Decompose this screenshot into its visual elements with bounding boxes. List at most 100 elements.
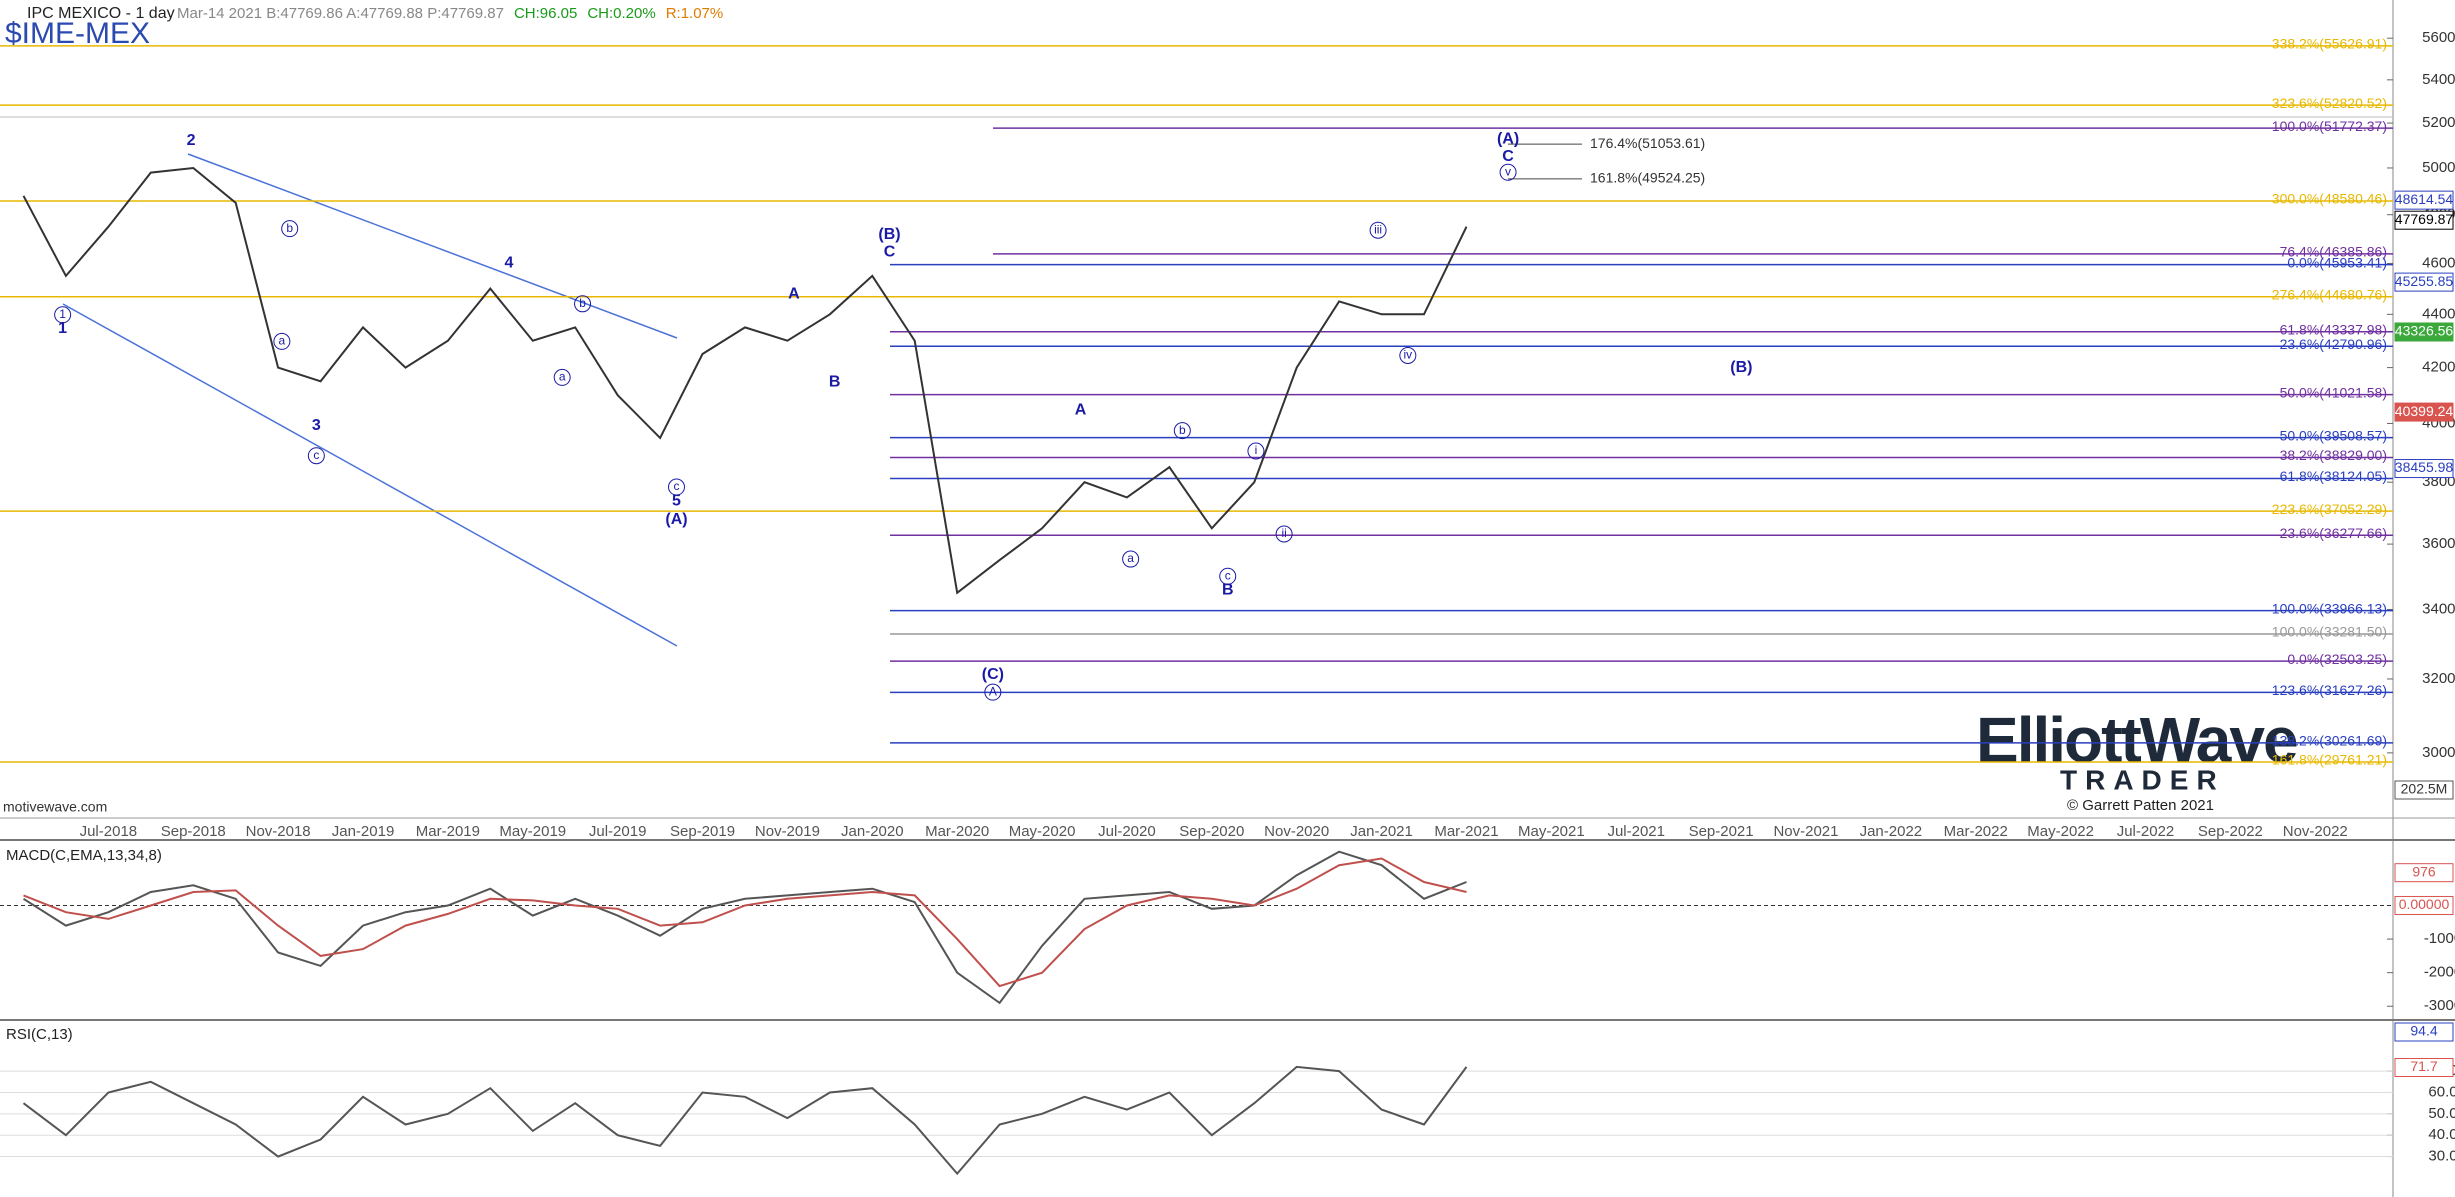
quote-text: Mar-14 2021 B:47769.86 A:47769.88 P:4776… xyxy=(177,5,504,22)
wave-label: c xyxy=(674,479,680,493)
wave-label: v xyxy=(1505,164,1511,178)
value-box xyxy=(2394,1057,2454,1077)
value-box-label: 45255.85 xyxy=(2395,273,2454,289)
wave-label: i xyxy=(1255,443,1258,457)
wave-circle xyxy=(307,447,325,465)
wave-label: c xyxy=(1225,568,1231,582)
y-tick-label: -1000 xyxy=(2424,930,2455,947)
x-tick-label: Mar-2020 xyxy=(925,823,989,840)
wave-circle xyxy=(281,220,299,238)
x-tick-label: Jul-2019 xyxy=(589,823,647,840)
logo: ElliottWave xyxy=(1976,704,2297,776)
wave-label: C xyxy=(1502,148,1514,165)
wave-label: C xyxy=(884,243,896,260)
value-box-label: 47769.87 xyxy=(2395,211,2454,227)
value-box xyxy=(2394,402,2454,422)
volume-label: 202.5M xyxy=(2401,781,2448,797)
x-tick-label: Sep-2022 xyxy=(2198,823,2263,840)
wave-circle xyxy=(668,478,686,496)
y-tick-label: 30.0 xyxy=(2428,1148,2455,1165)
wave-label: iii xyxy=(1374,222,1382,236)
level-label: 223.6%(37052.29) xyxy=(2272,501,2387,517)
y-tick-label: 36000 xyxy=(2422,535,2455,552)
panel-title: MACD(C,EMA,13,34,8) xyxy=(6,847,162,864)
x-tick-label: Sep-2018 xyxy=(161,823,226,840)
y-tick-label: 32000 xyxy=(2422,670,2455,687)
wave-label: c xyxy=(313,448,319,462)
x-tick-label: Nov-2021 xyxy=(1773,823,1838,840)
wave-label: 4 xyxy=(504,254,513,271)
wave-label: b xyxy=(1179,423,1186,437)
wave-label: a xyxy=(1127,551,1134,565)
value-box xyxy=(2394,272,2454,292)
x-tick-label: May-2021 xyxy=(1518,823,1585,840)
value-box-label: 0.00000 xyxy=(2399,896,2450,912)
wave-circle xyxy=(273,332,291,350)
wave-label: A xyxy=(788,286,800,303)
x-tick-label: Jan-2020 xyxy=(841,823,904,840)
wave-label: B xyxy=(829,373,841,390)
level-label: 0.0%(45953.41) xyxy=(2287,254,2387,270)
symbol: IPC MEXICO - 1 day xyxy=(27,5,175,22)
level-label: 123.6%(31627.26) xyxy=(2272,682,2387,698)
wave-label: B xyxy=(1222,582,1234,599)
x-tick-label: Jul-2022 xyxy=(2117,823,2175,840)
wave-label: b xyxy=(286,221,293,235)
level-label: 161.8%(29761.21) xyxy=(2272,752,2387,768)
y-tick-label: 52000 xyxy=(2422,114,2455,131)
y-tick-label: -3000 xyxy=(2424,997,2455,1014)
x-tick-label: May-2022 xyxy=(2027,823,2094,840)
projection-label: 176.4%(51053.61) xyxy=(1590,135,1705,151)
wave-circle xyxy=(54,306,72,324)
value-box xyxy=(2394,780,2454,800)
change: R:1.07% xyxy=(666,5,724,22)
source: motivewave.com xyxy=(3,799,107,815)
wave-label: (B) xyxy=(1730,359,1752,376)
y-tick-label: 56000 xyxy=(2422,29,2455,46)
x-tick-label: Mar-2019 xyxy=(416,823,480,840)
wave-label: b xyxy=(579,296,586,310)
wave-label: A xyxy=(989,684,997,698)
x-tick-label: May-2019 xyxy=(499,823,566,840)
x-tick-label: Nov-2018 xyxy=(246,823,311,840)
series-line xyxy=(22,166,1468,595)
ticker: $IME-MEX xyxy=(5,17,150,50)
wave-label: 5 xyxy=(672,492,681,509)
wave-circle xyxy=(1399,346,1417,364)
y-tick-label: -2000 xyxy=(2424,964,2455,981)
x-tick-label: Jan-2022 xyxy=(1860,823,1923,840)
value-box xyxy=(2394,863,2454,883)
level-label: 61.8%(38124.05) xyxy=(2280,468,2387,484)
x-tick-label: Jul-2020 xyxy=(1098,823,1156,840)
value-box-label: 40399.24 xyxy=(2395,403,2454,419)
x-tick-label: Sep-2019 xyxy=(670,823,735,840)
projection-label: 161.8%(49524.25) xyxy=(1590,170,1705,186)
trend-line xyxy=(62,303,678,647)
x-tick-label: May-2020 xyxy=(1009,823,1076,840)
value-box-label: 43326.56 xyxy=(2395,323,2454,339)
panel-title: RSI(C,13) xyxy=(6,1026,73,1043)
wave-circle xyxy=(574,295,592,313)
value-box xyxy=(2394,210,2454,230)
wave-circle xyxy=(1219,567,1237,585)
level-label: 300.0%(48580.46) xyxy=(2272,191,2387,207)
wave-label: a xyxy=(559,370,566,384)
y-tick-label: 34000 xyxy=(2422,601,2455,618)
y-tick-label: 60.0 xyxy=(2428,1083,2455,1100)
x-tick-label: Jan-2019 xyxy=(332,823,395,840)
y-tick-label: 46000 xyxy=(2422,254,2455,271)
x-tick-label: Jul-2021 xyxy=(1607,823,1665,840)
level-label: 100.0%(51772.37) xyxy=(2272,118,2387,134)
wave-circle xyxy=(984,683,1002,701)
y-tick-label: 42000 xyxy=(2422,359,2455,376)
level-label: 76.4%(46385.86) xyxy=(2280,244,2387,260)
x-tick-label: Nov-2020 xyxy=(1264,823,1329,840)
level-label: 323.6%(52820.52) xyxy=(2272,95,2387,111)
wave-label: 1 xyxy=(59,307,66,321)
value-box xyxy=(2394,190,2454,210)
wave-label: (A) xyxy=(665,511,687,528)
x-tick-label: Jan-2021 xyxy=(1350,823,1413,840)
wave-circle xyxy=(1275,525,1293,543)
wave-label: 2 xyxy=(187,132,196,149)
